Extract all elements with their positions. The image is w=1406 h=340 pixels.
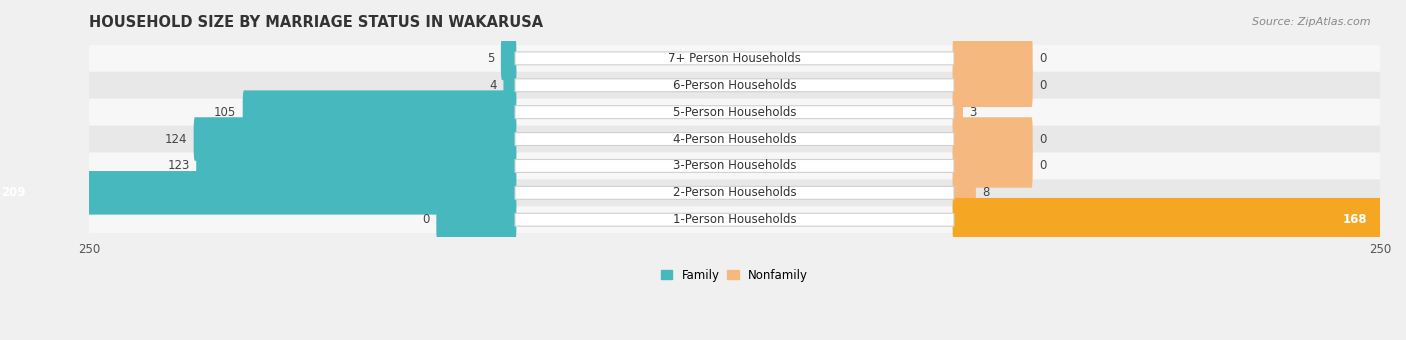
FancyBboxPatch shape [953,198,1389,241]
Text: 0: 0 [1039,79,1046,92]
Text: 124: 124 [165,133,187,146]
FancyBboxPatch shape [501,37,516,80]
Text: 209: 209 [1,186,25,199]
FancyBboxPatch shape [89,45,1379,72]
Text: 2-Person Households: 2-Person Households [672,186,796,199]
Text: Source: ZipAtlas.com: Source: ZipAtlas.com [1253,17,1371,27]
Text: 0: 0 [422,213,430,226]
FancyBboxPatch shape [243,90,516,134]
FancyBboxPatch shape [953,117,1032,161]
Text: 5-Person Households: 5-Person Households [672,106,796,119]
FancyBboxPatch shape [515,52,953,65]
FancyBboxPatch shape [89,72,1379,99]
FancyBboxPatch shape [89,206,1379,233]
Text: 168: 168 [1343,213,1367,226]
Text: 1-Person Households: 1-Person Households [672,213,796,226]
FancyBboxPatch shape [953,144,1032,188]
Text: 123: 123 [167,159,190,172]
FancyBboxPatch shape [953,64,1032,107]
FancyBboxPatch shape [515,106,953,119]
FancyBboxPatch shape [89,126,1379,152]
FancyBboxPatch shape [436,198,516,241]
Text: 4: 4 [489,79,496,92]
Text: 3-Person Households: 3-Person Households [672,159,796,172]
Text: 6-Person Households: 6-Person Households [672,79,796,92]
Text: HOUSEHOLD SIZE BY MARRIAGE STATUS IN WAKARUSA: HOUSEHOLD SIZE BY MARRIAGE STATUS IN WAK… [89,15,543,30]
FancyBboxPatch shape [953,37,1032,80]
FancyBboxPatch shape [953,90,963,134]
FancyBboxPatch shape [515,159,953,172]
FancyBboxPatch shape [515,79,953,92]
FancyBboxPatch shape [503,64,516,107]
Text: 0: 0 [1039,159,1046,172]
FancyBboxPatch shape [89,180,1379,206]
FancyBboxPatch shape [953,171,976,215]
Text: 3: 3 [969,106,977,119]
FancyBboxPatch shape [194,117,516,161]
FancyBboxPatch shape [0,171,516,215]
Text: 0: 0 [1039,52,1046,65]
Text: 7+ Person Households: 7+ Person Households [668,52,801,65]
Text: 0: 0 [1039,133,1046,146]
FancyBboxPatch shape [89,153,1379,179]
FancyBboxPatch shape [515,186,953,199]
FancyBboxPatch shape [89,99,1379,125]
FancyBboxPatch shape [515,133,953,146]
FancyBboxPatch shape [515,213,953,226]
Text: 105: 105 [214,106,236,119]
Text: 4-Person Households: 4-Person Households [672,133,796,146]
Text: 5: 5 [486,52,495,65]
Legend: Family, Nonfamily: Family, Nonfamily [657,264,813,286]
Text: 8: 8 [983,186,990,199]
FancyBboxPatch shape [197,144,516,188]
